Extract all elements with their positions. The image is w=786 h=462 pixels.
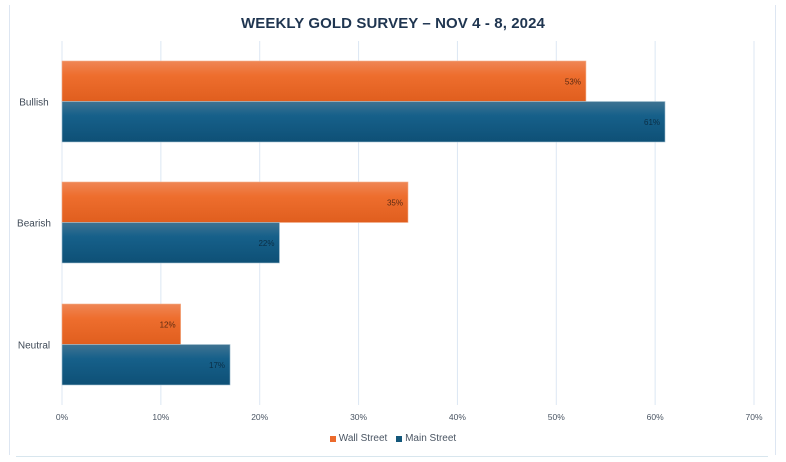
category-label: Bearish <box>17 219 51 230</box>
category-label: Neutral <box>18 341 50 352</box>
legend-swatch-wall-street <box>329 435 336 442</box>
chart-frame-bottom-border <box>16 456 768 457</box>
data-label: 61% <box>644 118 660 127</box>
x-tick-label: 10% <box>152 412 169 422</box>
data-label: 22% <box>258 239 274 248</box>
x-tick-label: 0% <box>56 412 69 422</box>
bar <box>61 60 587 102</box>
x-tick-label: 40% <box>449 412 466 422</box>
bar <box>61 181 409 223</box>
x-tick-label: 60% <box>647 412 664 422</box>
legend-label-main-street: Main Street <box>405 433 457 444</box>
chart-frame <box>9 5 776 455</box>
legend: Wall Street Main Street <box>0 433 786 445</box>
category-label: Bullish <box>19 98 48 109</box>
x-tick-label: 30% <box>350 412 367 422</box>
x-tick-label: 70% <box>745 412 762 422</box>
bar <box>61 101 666 143</box>
data-label: 53% <box>565 77 581 86</box>
bar <box>61 344 231 386</box>
bar <box>61 303 181 345</box>
legend-swatch-main-street <box>396 435 403 442</box>
x-tick-label: 20% <box>251 412 268 422</box>
legend-item-main-street[interactable]: Main Street <box>396 433 456 444</box>
data-label: 17% <box>209 361 225 370</box>
bar <box>61 222 280 264</box>
x-tick-label: 50% <box>548 412 565 422</box>
legend-label-wall-street: Wall Street <box>338 433 388 444</box>
data-label: 35% <box>387 198 403 207</box>
data-label: 12% <box>160 320 176 329</box>
legend-item-wall-street[interactable]: Wall Street <box>329 433 388 444</box>
chart-title: WEEKLY GOLD SURVEY – NOV 4 - 8, 2024 <box>241 15 545 32</box>
